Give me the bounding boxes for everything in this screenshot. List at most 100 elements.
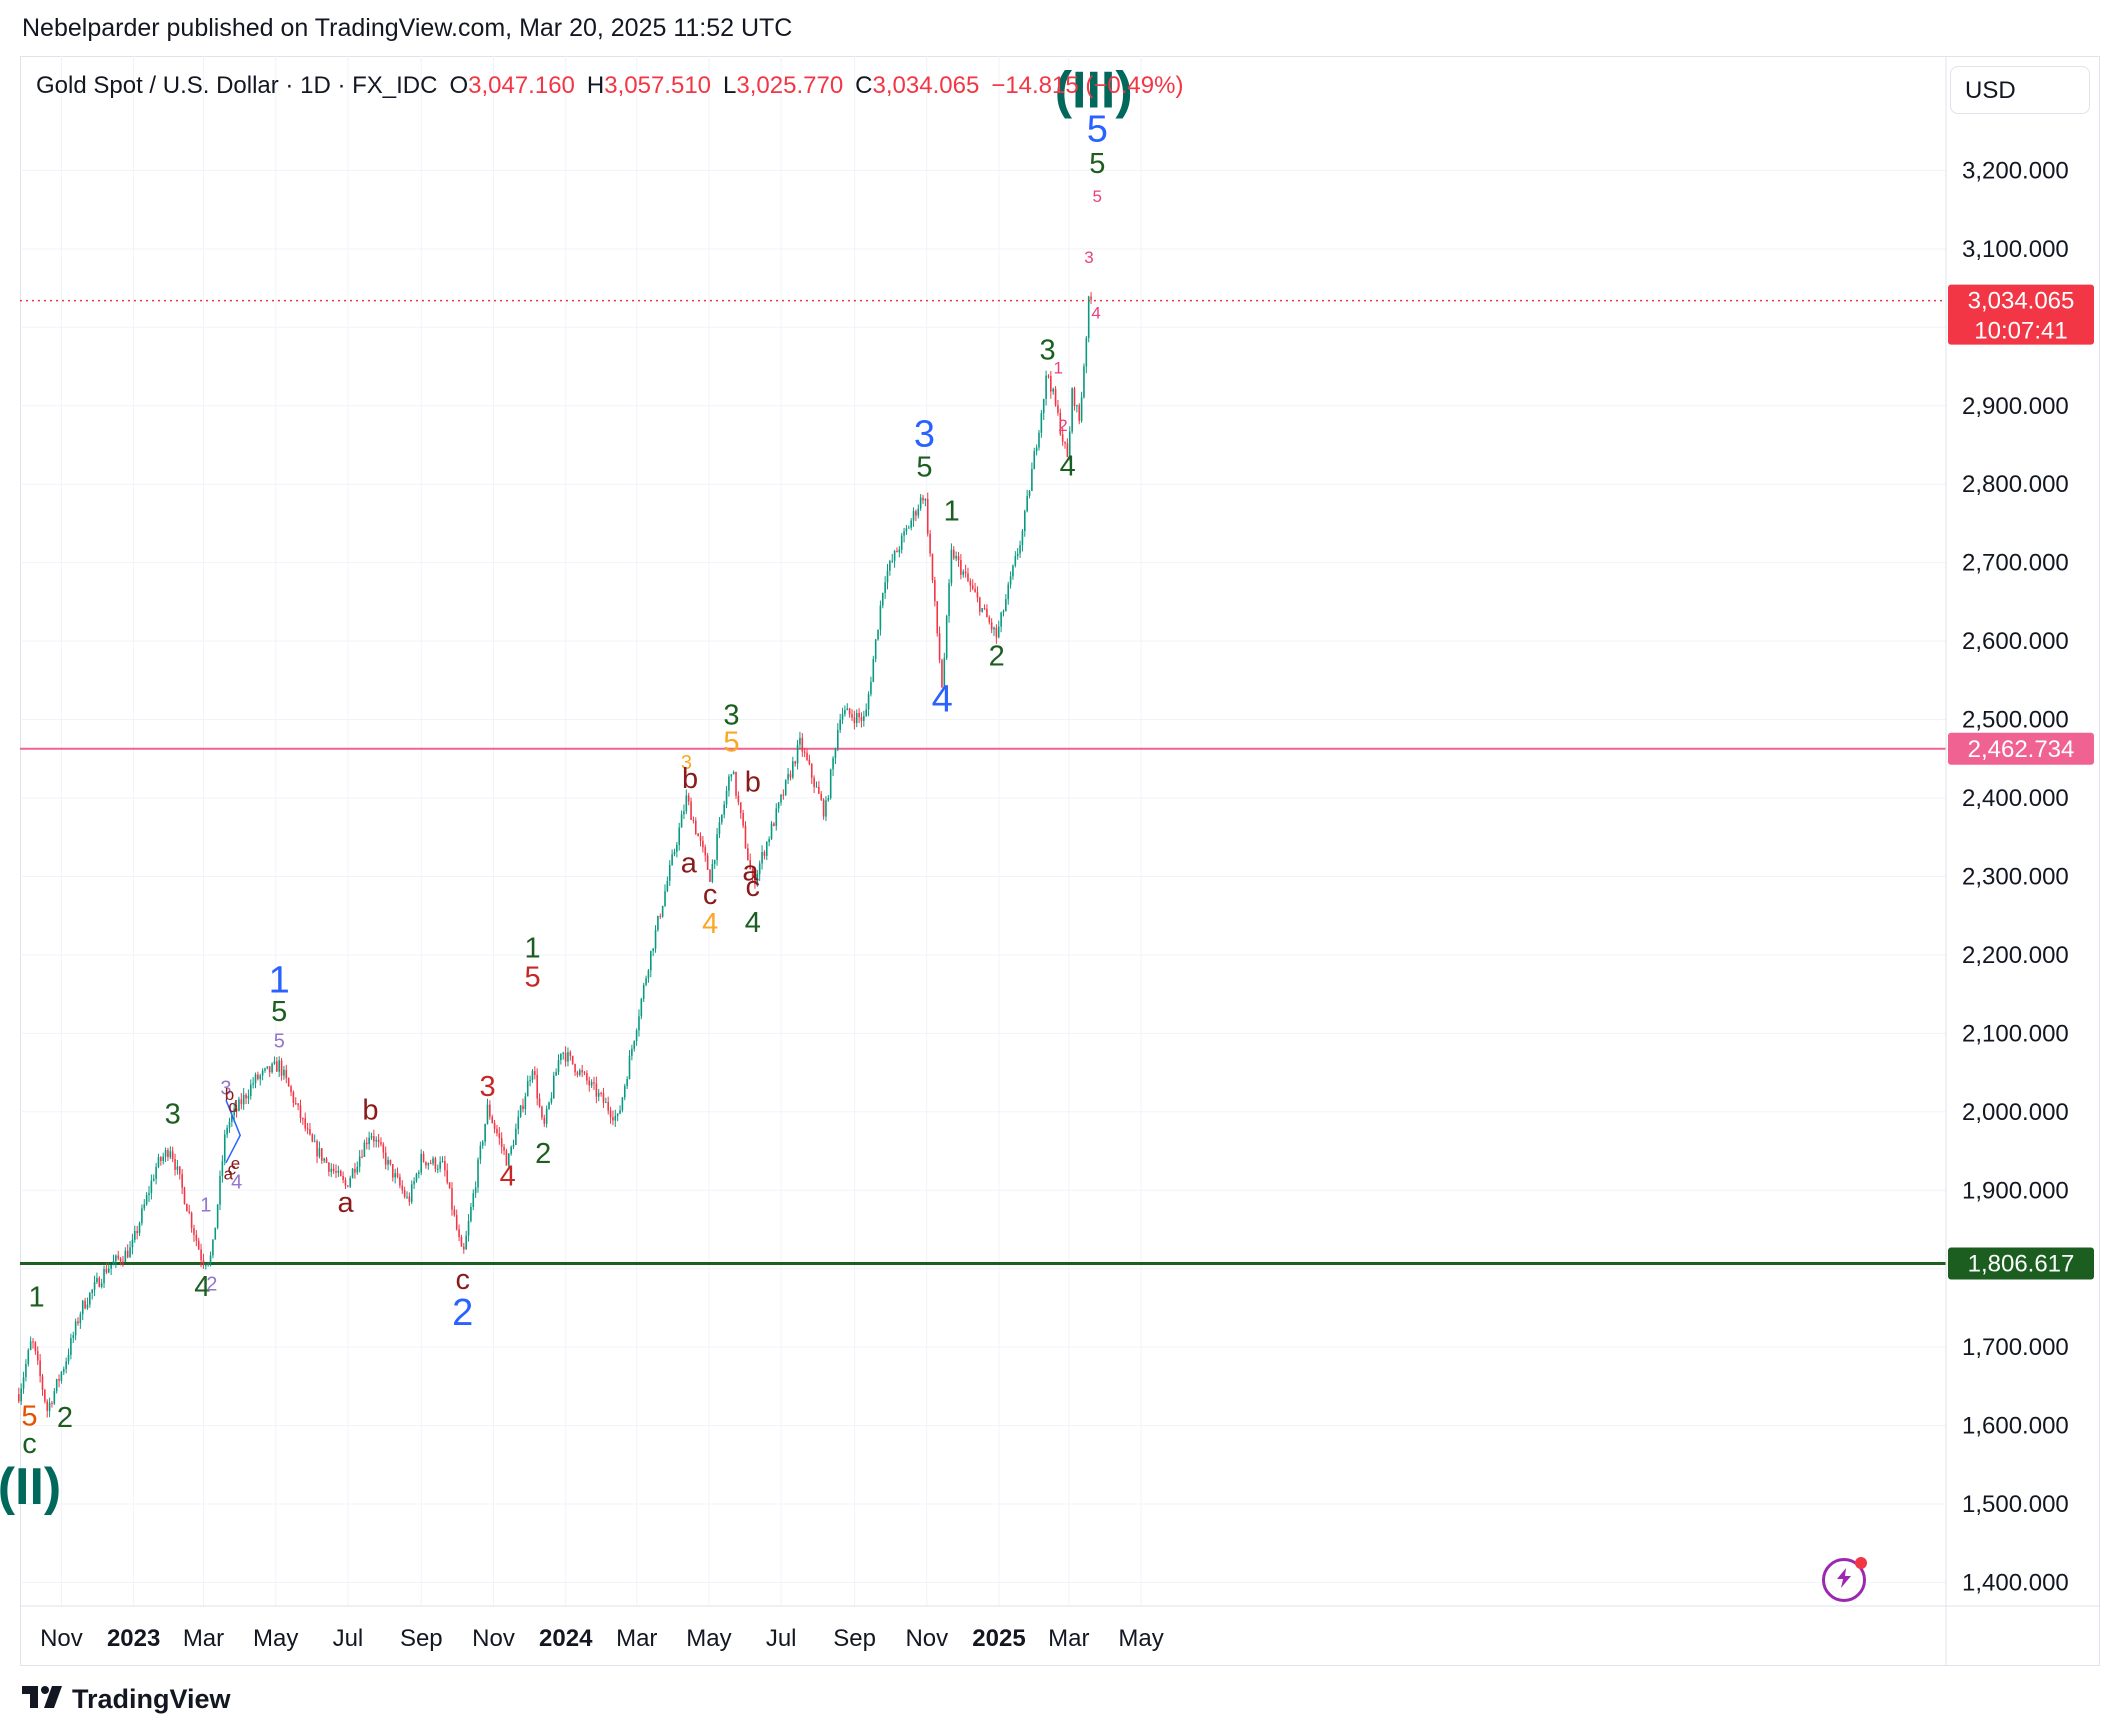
candle-body [860, 717, 863, 721]
candle [48, 1397, 51, 1418]
candle-body [266, 1066, 269, 1069]
wave-label: 3 [165, 1099, 181, 1131]
candle-body [242, 1094, 245, 1105]
candle-body [1014, 556, 1017, 566]
candle [197, 1237, 200, 1250]
candle [853, 710, 856, 730]
candle-body [197, 1240, 200, 1250]
candle-body [595, 1083, 598, 1097]
candle-body [70, 1338, 72, 1355]
candle-body [186, 1204, 188, 1212]
candle-body [396, 1173, 399, 1177]
candle [863, 710, 865, 727]
currency-button[interactable]: USD [1950, 66, 2090, 114]
candle-body [316, 1141, 318, 1157]
candle [510, 1145, 512, 1156]
candle-body [1057, 405, 1059, 413]
candle [195, 1230, 198, 1247]
candle [285, 1064, 288, 1084]
candle-body [858, 713, 860, 718]
candle-body [543, 1117, 546, 1124]
candle-body [460, 1236, 463, 1247]
candle-body [271, 1063, 273, 1073]
candle-body [652, 948, 654, 951]
candle [150, 1174, 153, 1200]
candle-body [96, 1277, 98, 1282]
candle [1090, 292, 1092, 304]
candle-body [903, 531, 905, 536]
candle [943, 652, 946, 690]
candle-body [747, 848, 749, 861]
candle-body [1023, 511, 1026, 531]
y-tick-label: 1,400.000 [1962, 1570, 2069, 1597]
candle [34, 1341, 37, 1355]
candle-body [1033, 451, 1036, 469]
candle-body [451, 1188, 453, 1210]
candle-body [354, 1168, 356, 1173]
y-tick-label: 2,200.000 [1962, 942, 2069, 969]
candle [926, 492, 929, 537]
candle-body [898, 549, 901, 553]
candle [699, 832, 702, 847]
candle [169, 1146, 172, 1160]
candle [1068, 426, 1071, 461]
candle [692, 816, 695, 824]
candle [126, 1244, 129, 1259]
candle [436, 1164, 439, 1174]
candle-body [609, 1110, 612, 1118]
candle [507, 1153, 510, 1168]
candle-body [455, 1215, 458, 1230]
x-tick-label: 2025 [972, 1625, 1025, 1652]
candle [735, 771, 737, 799]
candle [167, 1147, 169, 1161]
candle [316, 1139, 318, 1164]
candle-body [36, 1351, 39, 1361]
candle-body [789, 773, 792, 778]
candle-body [484, 1123, 486, 1142]
candle-body [129, 1247, 131, 1258]
candle-body [380, 1142, 382, 1145]
candle [266, 1066, 269, 1070]
candle-body [879, 605, 882, 630]
candle-body [621, 1097, 624, 1111]
horizontal-lines-layer: 1,806.617 2,462.734 3,034.065 10:07:41 [20, 284, 2094, 1280]
candle [545, 1105, 548, 1128]
candle-body [822, 799, 825, 817]
lightning-bolt-icon [1833, 1567, 1855, 1594]
candle-body [666, 880, 669, 892]
wave-label: 5 [916, 451, 932, 483]
candle [1016, 547, 1019, 560]
candle-body [328, 1162, 330, 1172]
candle-body [583, 1072, 586, 1074]
candle-body [709, 869, 711, 882]
candle [711, 859, 714, 884]
candle [351, 1167, 354, 1179]
candle-body [732, 771, 735, 775]
candle [72, 1331, 75, 1344]
candle [278, 1056, 280, 1077]
candle [645, 975, 647, 987]
lightning-bolt-button[interactable] [1822, 1557, 1867, 1602]
candle-body [205, 1264, 207, 1266]
candle [186, 1203, 188, 1212]
candle [595, 1076, 598, 1104]
candle [365, 1137, 368, 1150]
tradingview-logo[interactable]: TradingView [22, 1684, 231, 1715]
candle [415, 1172, 418, 1183]
candle [993, 626, 995, 636]
candle [702, 835, 704, 853]
candle-body [680, 814, 683, 828]
candle-body [628, 1055, 631, 1080]
candle-body [278, 1060, 280, 1072]
candle [273, 1056, 276, 1065]
candle [612, 1110, 614, 1126]
candle-body [893, 550, 896, 561]
wave-label: c [746, 871, 761, 903]
candle-body [694, 820, 697, 834]
candle [976, 586, 979, 603]
candle-body [550, 1098, 553, 1103]
candle-body [889, 561, 891, 571]
candle [193, 1224, 195, 1242]
candle [174, 1153, 176, 1176]
